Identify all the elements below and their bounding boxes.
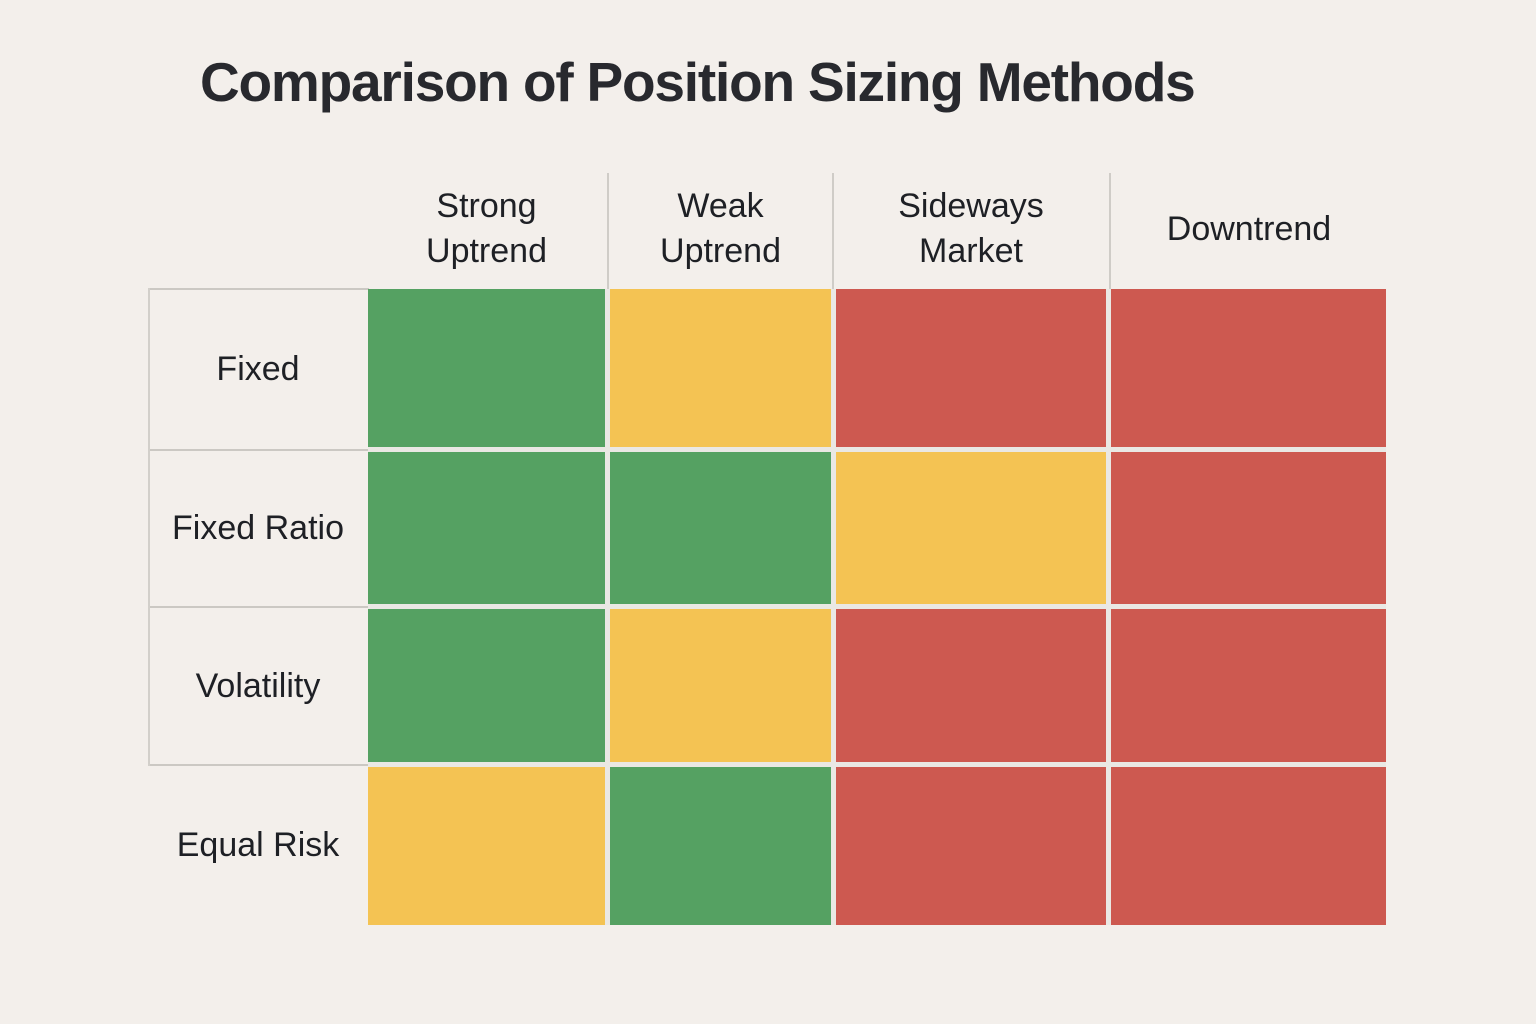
header-divider — [607, 173, 609, 289]
header-divider — [1109, 173, 1111, 289]
matrix-cell — [610, 609, 831, 762]
column-header-label: Downtrend — [1166, 209, 1332, 248]
grid-line-horizontal — [148, 449, 369, 451]
column-header-label: Sideways Market — [898, 187, 1044, 270]
matrix-cell — [836, 609, 1106, 762]
matrix-cell — [1111, 609, 1386, 762]
matrix-cell — [610, 452, 831, 604]
matrix-grid — [368, 289, 1386, 925]
row-label-fixed: Fixed — [216, 350, 300, 388]
column-header-label: Strong Uptrend — [426, 187, 547, 270]
row-label-fixed-ratio: Fixed Ratio — [172, 509, 344, 547]
column-header-label: Weak Uptrend — [660, 187, 781, 270]
header-divider — [832, 173, 834, 289]
matrix-cell — [836, 767, 1106, 925]
column-header-weak-uptrend: Weak Uptrend — [610, 170, 831, 288]
column-header-sideways-market: Sideways Market — [836, 170, 1106, 288]
matrix-cell — [368, 289, 605, 447]
matrix-cell — [1111, 767, 1386, 925]
column-header-downtrend: Downtrend — [1112, 170, 1386, 288]
row-label-equal-risk: Equal Risk — [176, 825, 340, 864]
grid-line-vertical — [148, 288, 150, 766]
matrix-cell — [368, 452, 605, 604]
matrix-cell — [1111, 452, 1386, 604]
row-label-volatility: Volatility — [195, 666, 321, 705]
grid-line-horizontal — [148, 606, 369, 608]
matrix-cell — [836, 452, 1106, 604]
grid-line-horizontal — [148, 288, 369, 290]
matrix-cell — [368, 767, 605, 925]
matrix-cell — [610, 289, 831, 447]
matrix-cell — [836, 289, 1106, 447]
column-header-strong-uptrend: Strong Uptrend — [368, 170, 605, 288]
matrix-cell — [368, 609, 605, 762]
page-title: Comparison of Position Sizing Methods — [200, 51, 1196, 113]
grid-line-horizontal — [148, 764, 369, 766]
matrix-cell — [1111, 289, 1386, 447]
matrix-cell — [610, 767, 831, 925]
